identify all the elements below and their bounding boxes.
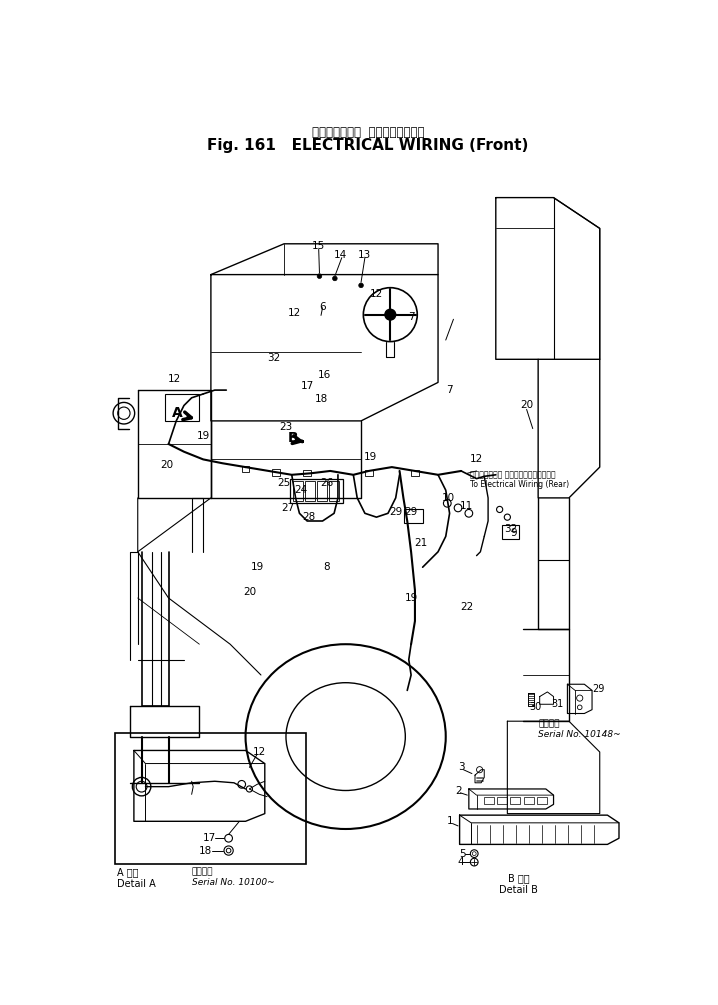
Bar [317,481,327,500]
Text: 15: 15 [312,241,325,251]
Text: 27: 27 [281,502,294,513]
Bar [164,394,200,421]
Text: 24: 24 [294,485,307,495]
Text: 12: 12 [470,454,483,464]
Bar [290,478,342,504]
Text: 14: 14 [334,250,347,260]
Text: 16: 16 [317,370,331,380]
Text: 32: 32 [267,353,281,363]
Bar [404,510,424,524]
Text: 21: 21 [414,538,428,548]
Bar [365,470,373,476]
Text: 13: 13 [358,250,371,260]
Text: B: B [288,431,299,445]
Text: 31: 31 [551,699,564,710]
Text: 26: 26 [320,477,333,487]
Text: 19: 19 [197,431,210,441]
Text: 18: 18 [199,845,212,855]
Text: 20: 20 [160,460,174,469]
Bar [498,797,508,804]
Text: 適用号機
Serial No. 10148~: 適用号機 Serial No. 10148~ [538,720,621,739]
Text: 29: 29 [404,507,418,517]
Text: 8: 8 [323,562,330,572]
Text: 25: 25 [277,477,291,487]
Text: A: A [172,406,183,420]
Bar [502,525,519,539]
Bar [510,797,521,804]
Text: エレクトリカル  ワイヤリング　前: エレクトリカル ワイヤリング 前 [312,126,424,139]
Bar [484,797,494,804]
Text: 9: 9 [510,528,517,538]
Text: 20: 20 [243,587,256,597]
Text: Fig. 161   ELECTRICAL WIRING (Front): Fig. 161 ELECTRICAL WIRING (Front) [208,139,528,154]
Text: 23: 23 [279,422,292,432]
Bar [273,469,280,475]
Text: 1: 1 [447,816,454,826]
Text: 6: 6 [320,302,326,312]
Text: 10: 10 [442,492,454,502]
Bar [523,797,533,804]
Text: 11: 11 [460,500,473,511]
Bar [536,797,546,804]
Bar [411,470,419,476]
Text: 2: 2 [454,786,462,796]
Circle shape [359,283,363,287]
Text: 17: 17 [301,381,314,391]
Text: 4: 4 [458,857,465,867]
Text: 19: 19 [363,452,377,462]
Circle shape [332,276,337,280]
Text: 7: 7 [408,312,414,322]
Bar [115,733,306,863]
Text: 12: 12 [370,288,383,298]
Text: To Electrical Wiring (Rear): To Electrical Wiring (Rear) [470,479,569,488]
Text: 5: 5 [460,848,466,858]
Text: 22: 22 [461,602,474,612]
Bar [292,481,302,500]
Text: 7: 7 [447,385,453,395]
Text: 20: 20 [520,401,533,410]
Text: 3: 3 [458,763,465,773]
Bar [305,481,315,500]
Text: 18: 18 [314,394,327,404]
Bar [242,465,249,471]
Text: A 詳細
Detail A: A 詳細 Detail A [117,867,156,889]
Text: 29: 29 [389,507,402,517]
Text: 30: 30 [530,702,542,713]
Text: 29: 29 [592,683,605,693]
Text: 12: 12 [168,374,182,384]
Text: 19: 19 [251,562,264,572]
Text: 32: 32 [505,524,518,534]
Bar [330,481,340,500]
Circle shape [317,273,322,278]
Circle shape [385,310,396,320]
Text: 12: 12 [253,747,266,757]
Text: 28: 28 [302,513,315,523]
Text: 19: 19 [404,593,418,603]
Bar [303,470,311,476]
Text: 12: 12 [287,309,301,319]
Text: 適用号機
Serial No. 10100~: 適用号機 Serial No. 10100~ [192,867,274,886]
Text: 17: 17 [202,833,216,843]
Text: B 詳細
Detail B: B 詳細 Detail B [500,873,538,895]
Text: エレクトリカル ワイヤリングへ（リヤ）: エレクトリカル ワイヤリングへ（リヤ） [470,470,556,479]
